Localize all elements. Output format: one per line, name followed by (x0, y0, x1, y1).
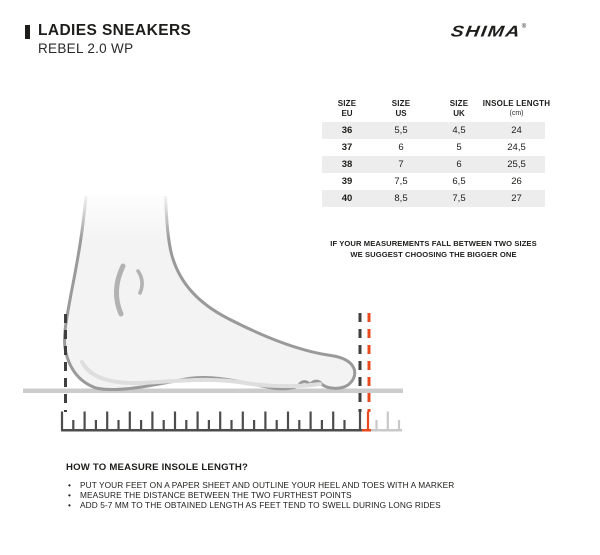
title-block: LADIES SNEAKERS REBEL 2.0 WP (38, 22, 191, 57)
column-header-insole: INSOLE LENGTH (cm) (482, 99, 551, 117)
column-header-uk: SIZE UK (449, 99, 469, 118)
note-line-2: WE SUGGEST CHOOSING THE BIGGER ONE (350, 249, 517, 259)
table-row: 40 8,5 7,5 27 (322, 190, 545, 207)
size-table-body: 36 5,5 4,5 24 37 6 5 24,5 38 7 6 25,5 39… (322, 122, 545, 207)
between-sizes-note: IF YOUR MEASUREMENTS FALL BETWEEN TWO SI… (312, 239, 555, 260)
size-table: SIZE EU SIZE US SIZE UK INSOLE LENGTH (c… (322, 99, 551, 207)
product-model: REBEL 2.0 WP (38, 41, 134, 56)
ruler (60, 411, 402, 432)
list-item: ADD 5-7 MM TO THE OBTAINED LENGTH AS FEE… (66, 500, 536, 511)
ruler-ticks (60, 411, 401, 431)
table-row: 37 6 5 24,5 (341, 142, 526, 153)
brand-logo: SHIMA ® (450, 23, 527, 43)
ruler-baseline-red (362, 429, 371, 432)
header: LADIES SNEAKERS REBEL 2.0 WP (25, 22, 191, 57)
ruler-baseline-dark (61, 429, 362, 432)
column-header-eu: SIZE EU (337, 99, 357, 118)
ruler-baseline-light (371, 429, 402, 432)
list-item: MEASURE THE DISTANCE BETWEEN THE TWO FUR… (66, 490, 536, 501)
title-accent-bar (25, 25, 30, 39)
size-table-header: SIZE EU SIZE US SIZE UK INSOLE LENGTH (c… (322, 99, 551, 122)
table-row: 36 5,5 4,5 24 (322, 122, 545, 139)
guide-bullet-list: PUT YOUR FEET ON A PAPER SHEET AND OUTLI… (66, 480, 536, 511)
note-line-1: IF YOUR MEASUREMENTS FALL BETWEEN TWO SI… (330, 239, 537, 248)
ankle-bone-marks (114, 263, 144, 317)
foot-side-profile-icon (52, 190, 357, 392)
table-row: 39 7,5 6,5 26 (341, 176, 522, 187)
page-title: LADIES SNEAKERS (38, 22, 192, 39)
sole-inner-shading (80, 360, 322, 389)
registered-trademark-icon: ® (521, 24, 527, 30)
column-header-us: SIZE US (391, 99, 411, 118)
leg-fade (52, 190, 187, 240)
table-row: 38 7 6 25,5 (322, 156, 545, 173)
guide-title: HOW TO MEASURE INSOLE LENGTH? (66, 462, 249, 473)
measure-guide: HOW TO MEASURE INSOLE LENGTH? PUT YOUR F… (66, 462, 536, 510)
list-item: PUT YOUR FEET ON A PAPER SHEET AND OUTLI… (66, 480, 536, 491)
ground-line (23, 388, 403, 393)
